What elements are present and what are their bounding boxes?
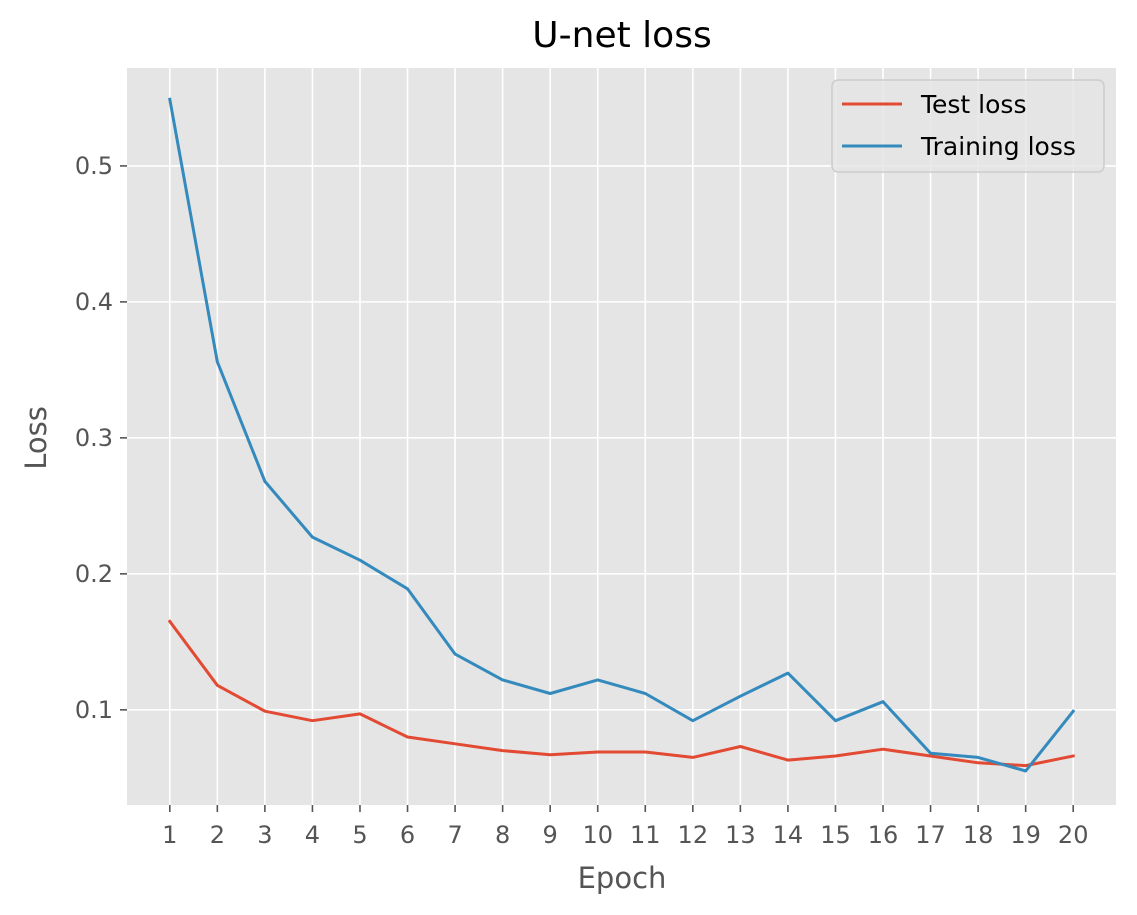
x-tick-label: 14 <box>773 821 804 849</box>
x-tick-label: 2 <box>210 821 225 849</box>
y-tick-label: 0.5 <box>75 152 113 180</box>
x-tick-label: 15 <box>820 821 851 849</box>
x-tick-label: 4 <box>305 821 320 849</box>
x-tick-label: 5 <box>352 821 367 849</box>
y-axis-label: Loss <box>19 406 53 470</box>
series-layer <box>167 97 1076 773</box>
x-tick-label: 9 <box>543 821 558 849</box>
chart-title: U-net loss <box>532 15 711 56</box>
x-tick-label: 8 <box>495 821 510 849</box>
x-tick-label: 17 <box>915 821 946 849</box>
x-tick-label: 3 <box>257 821 272 849</box>
x-tick-label: 6 <box>400 821 415 849</box>
y-tick-label: 0.3 <box>75 424 113 452</box>
y-tick-label: 0.2 <box>75 560 113 588</box>
legend: Test loss Training loss <box>831 79 1105 173</box>
x-tick-label: 7 <box>447 821 462 849</box>
x-axis-ticks: 1 2 3 4 5 6 7 8 9 10 11 12 13 14 15 16 17 18 19 20 <box>162 805 1088 849</box>
y-tick-label: 0.4 <box>75 288 113 316</box>
x-tick-label: 1 <box>162 821 177 849</box>
x-tick-label: 16 <box>868 821 899 849</box>
x-tick-label: 18 <box>963 821 994 849</box>
grid-layer <box>127 68 1116 805</box>
y-axis-ticks: 0.1 0.2 0.3 0.4 0.5 <box>75 152 127 724</box>
x-tick-label: 12 <box>678 821 709 849</box>
plot-area <box>127 68 1116 805</box>
y-tick-label: 0.1 <box>75 696 113 724</box>
x-tick-label: 13 <box>725 821 756 849</box>
series-line-training-loss <box>168 97 1076 773</box>
x-tick-label: 20 <box>1058 821 1089 849</box>
x-tick-label: 11 <box>630 821 661 849</box>
x-tick-label: 19 <box>1010 821 1041 849</box>
legend-label-test-loss: Test loss <box>920 90 1026 119</box>
legend-label-training-loss: Training loss <box>920 132 1076 161</box>
x-tick-label: 10 <box>582 821 613 849</box>
series-line-test-loss <box>167 619 1075 768</box>
x-axis-label: Epoch <box>578 861 667 895</box>
